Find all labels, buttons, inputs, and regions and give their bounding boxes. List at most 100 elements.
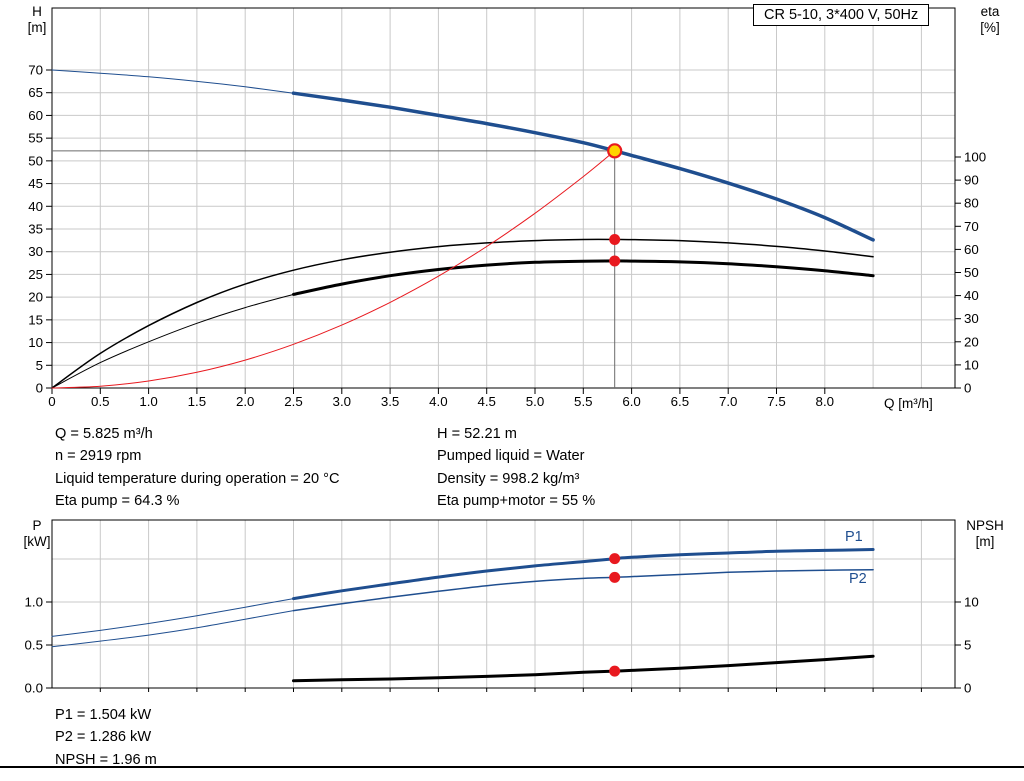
svg-text:0: 0 <box>964 381 971 396</box>
svg-text:6.0: 6.0 <box>622 394 641 409</box>
operating-point <box>607 143 623 159</box>
svg-text:4.0: 4.0 <box>429 394 448 409</box>
npsh-axis-name: NPSH <box>966 518 1004 533</box>
p-axis-name: P <box>32 518 42 533</box>
info-speed: n = 2919 rpm <box>55 448 142 465</box>
svg-text:1.0: 1.0 <box>25 595 44 610</box>
qh-eta-series <box>51 69 875 389</box>
svg-text:35: 35 <box>28 221 43 236</box>
svg-text:4.5: 4.5 <box>477 394 496 409</box>
h-axis-name: H <box>32 4 42 19</box>
qh-eta-crosshair <box>52 150 616 388</box>
svg-text:10: 10 <box>964 595 979 610</box>
p1-dot <box>609 553 621 565</box>
eta-pump-motor-dot <box>609 255 621 267</box>
info-p2: P2 = 1.286 kW <box>55 729 152 746</box>
h-curve <box>291 91 875 242</box>
svg-text:0: 0 <box>964 681 971 696</box>
svg-text:45: 45 <box>28 176 43 191</box>
eta-pump-dot <box>609 233 621 245</box>
svg-text:7.5: 7.5 <box>767 394 786 409</box>
svg-text:65: 65 <box>28 85 43 100</box>
svg-text:55: 55 <box>28 131 43 146</box>
info-eta-pump: Eta pump = 64.3 % <box>55 493 180 510</box>
svg-text:1.0: 1.0 <box>139 394 158 409</box>
info-pumped-liquid: Pumped liquid = Water <box>437 448 585 465</box>
info-liquid-temperature: Liquid temperature during operation = 20… <box>55 470 340 487</box>
p1-curve-label: P1 <box>845 529 863 545</box>
svg-text:10: 10 <box>964 357 979 372</box>
p1-curve-extension <box>51 598 294 637</box>
svg-text:20: 20 <box>28 290 43 305</box>
info-eta-pump-motor: Eta pump+motor = 55 % <box>437 493 596 510</box>
svg-text:60: 60 <box>28 108 43 123</box>
h-curve-extension <box>51 69 294 94</box>
svg-text:0.5: 0.5 <box>91 394 110 409</box>
svg-text:70: 70 <box>28 62 43 77</box>
power-npsh-series <box>51 548 875 683</box>
svg-text:15: 15 <box>28 312 43 327</box>
qh-eta-axis-ticks: 0 5 10 15 20 25 30 35 40 45 50 55 60 65 70 0 10 20 30 40 50 6… <box>28 62 986 409</box>
power-npsh-chart: 0.0 0.5 1.0 0 5 10 <box>25 519 979 696</box>
svg-text:40: 40 <box>964 288 979 303</box>
svg-text:7.0: 7.0 <box>719 394 738 409</box>
svg-text:2.0: 2.0 <box>236 394 255 409</box>
svg-text:90: 90 <box>964 173 979 188</box>
qh-eta-chart: 0 5 10 15 20 25 30 35 40 45 50 55 60 65 70 0 10 20 30 40 50 6… <box>28 7 986 409</box>
p2-curve-label: P2 <box>849 571 867 587</box>
qh-eta-markers <box>607 143 623 267</box>
power-npsh-markers <box>609 553 621 677</box>
duty-info-right: H = 52.21 m Pumped liquid = Water Densit… <box>437 423 595 513</box>
p2-curve <box>292 569 874 612</box>
p1-curve <box>292 548 875 601</box>
pump-model-box: CR 5-10, 3*400 V, 50Hz <box>753 4 930 26</box>
svg-text:8.0: 8.0 <box>816 394 835 409</box>
info-flow: Q = 5.825 m³/h <box>55 426 153 442</box>
svg-text:0.0: 0.0 <box>25 681 44 696</box>
svg-text:5: 5 <box>964 638 971 653</box>
svg-text:2.5: 2.5 <box>284 394 303 409</box>
svg-text:50: 50 <box>964 265 979 280</box>
page-bottom-rule <box>0 766 1024 768</box>
eta-pump-motor-extension <box>51 293 294 389</box>
power-info: P1 = 1.504 kW P2 = 1.286 kW NPSH = 1.96 … <box>55 704 157 771</box>
npsh-axis-unit: [m] <box>975 534 995 549</box>
svg-text:5.5: 5.5 <box>574 394 593 409</box>
h-axis-unit: [m] <box>27 20 47 35</box>
svg-text:3.5: 3.5 <box>381 394 400 409</box>
svg-text:0: 0 <box>36 381 43 396</box>
power-npsh-grid <box>52 520 955 688</box>
duty-info-left: Q = 5.825 m³/h n = 2919 rpm Liquid tempe… <box>55 423 340 513</box>
system-curve <box>51 150 616 389</box>
svg-text:10: 10 <box>28 335 43 350</box>
npsh-axis-label: NPSH [m] <box>958 518 1012 550</box>
svg-text:100: 100 <box>964 150 986 165</box>
p2-curve-extension <box>51 610 294 648</box>
svg-text:70: 70 <box>964 219 979 234</box>
info-density: Density = 998.2 kg/m³ <box>437 470 580 487</box>
p-axis-unit: [kW] <box>23 534 51 549</box>
svg-text:5.0: 5.0 <box>526 394 545 409</box>
qh-eta-frame <box>51 7 956 389</box>
svg-text:50: 50 <box>28 153 43 168</box>
svg-text:30: 30 <box>28 244 43 259</box>
svg-text:40: 40 <box>28 199 43 214</box>
svg-text:0.5: 0.5 <box>25 638 44 653</box>
svg-text:3.0: 3.0 <box>333 394 352 409</box>
eta-pump-motor-curve <box>292 259 875 296</box>
power-npsh-axis-ticks: 0.0 0.5 1.0 0 5 10 <box>25 595 979 696</box>
npsh-curve <box>292 654 875 683</box>
p2-dot <box>609 571 621 583</box>
eta-axis-label: eta [%] <box>970 4 1010 36</box>
qh-eta-grid <box>52 8 955 388</box>
info-p1: P1 = 1.504 kW <box>55 707 152 723</box>
svg-text:6.5: 6.5 <box>671 394 690 409</box>
q-axis-label: Q [m³/h] <box>884 396 933 411</box>
svg-text:0: 0 <box>48 394 55 409</box>
power-npsh-frame <box>51 519 956 689</box>
info-npsh: NPSH = 1.96 m <box>55 751 157 768</box>
svg-text:1.5: 1.5 <box>188 394 207 409</box>
eta-axis-name: eta <box>980 4 1000 19</box>
svg-text:20: 20 <box>964 334 979 349</box>
